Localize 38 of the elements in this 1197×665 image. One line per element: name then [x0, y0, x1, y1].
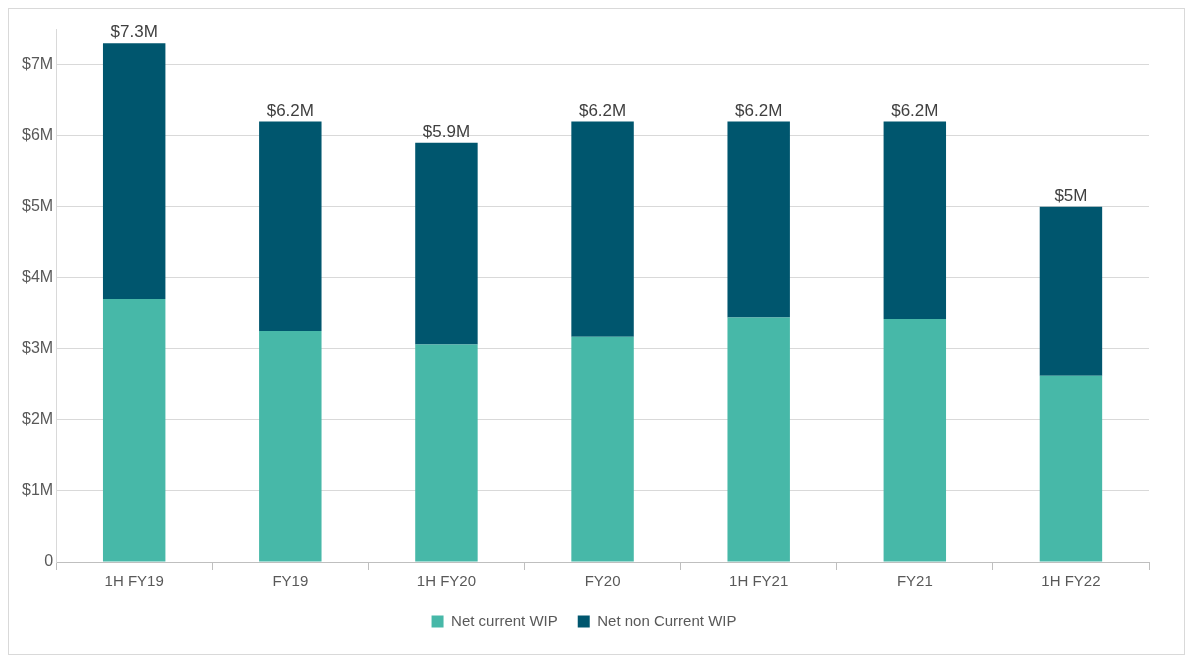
x-tick-label: FY20	[584, 572, 621, 590]
total-label: $5M	[1054, 185, 1088, 205]
bar	[259, 331, 322, 562]
bar	[415, 344, 478, 562]
y-tick-label: $3M	[22, 339, 54, 357]
x-tick-label: FY21	[896, 572, 933, 590]
legend-label: Net non Current WIP	[597, 611, 737, 629]
legend-label: Net current WIP	[451, 611, 558, 629]
bar	[883, 121, 947, 319]
y-tick-label: $5M	[22, 197, 54, 215]
bar	[883, 318, 947, 562]
total-label: $5.9M	[422, 121, 471, 141]
y-tick-label: $1M	[22, 481, 54, 499]
total-label: $7.3M	[110, 22, 158, 42]
total-label: $6.2M	[578, 100, 627, 120]
total-label: $6.2M	[266, 100, 314, 120]
total-label: $6.2M	[891, 100, 939, 120]
bar	[727, 121, 790, 318]
y-tick-label: $2M	[22, 410, 54, 428]
x-tick-label: 1H FY22	[1041, 572, 1101, 590]
bar	[102, 43, 166, 300]
bar	[259, 121, 322, 332]
bar	[415, 142, 478, 345]
bar	[571, 121, 634, 337]
y-tick-label: $7M	[22, 54, 54, 72]
bar	[1039, 375, 1103, 562]
bar	[571, 336, 634, 562]
x-tick-label: FY19	[272, 572, 309, 590]
x-tick-label: 1H FY20	[416, 572, 477, 590]
total-label: $6.2M	[735, 100, 783, 120]
bar	[727, 317, 790, 562]
bar	[1039, 206, 1103, 376]
x-tick-label: 1H FY19	[104, 572, 164, 590]
y-tick-label: $4M	[22, 268, 54, 286]
y-tick-label: 0	[44, 552, 54, 570]
x-tick-label: 1H FY21	[729, 572, 789, 590]
bar	[102, 299, 166, 562]
y-tick-label: $6M	[22, 126, 54, 144]
